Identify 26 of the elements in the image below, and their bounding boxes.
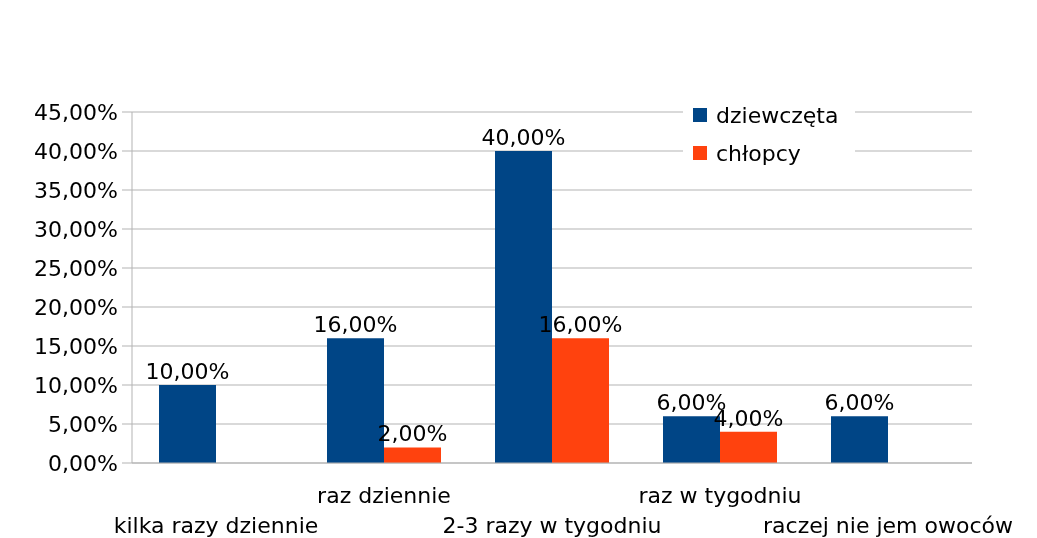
y-tick-label: 35,00% (34, 177, 118, 203)
x-tick-label: raczej nie jem owoców (763, 513, 1013, 538)
y-tick-label: 45,00% (34, 99, 118, 125)
bar (384, 447, 441, 463)
bar (720, 431, 777, 463)
x-tick-label: kilka razy dziennie (113, 513, 319, 538)
data-label: 6,00% (824, 390, 895, 416)
y-tick-label: 25,00% (34, 255, 118, 281)
legend-label: chłopcy (716, 140, 801, 166)
x-tick-label: raz w tygodniu (638, 483, 802, 508)
y-tick-label: 30,00% (34, 216, 118, 242)
bar (552, 338, 609, 463)
bar (159, 385, 216, 463)
data-label: 10,00% (145, 359, 230, 384)
data-label: 16,00% (313, 312, 398, 338)
y-tick-label: 40,00% (34, 138, 118, 164)
y-tick-label: 20,00% (34, 294, 118, 320)
data-label: 40,00% (481, 125, 566, 150)
y-tick-label: 15,00% (34, 333, 118, 359)
x-tick-label: raz dziennie (317, 483, 451, 508)
y-tick-label: 10,00% (34, 372, 118, 398)
x-tick-label: 2-3 razy w tygodniu (442, 513, 662, 538)
legend-label: dziewczęta (716, 102, 839, 128)
y-tick-label: 5,00% (48, 411, 118, 437)
y-tick-label: 0,00% (48, 450, 118, 476)
bar (831, 416, 888, 463)
